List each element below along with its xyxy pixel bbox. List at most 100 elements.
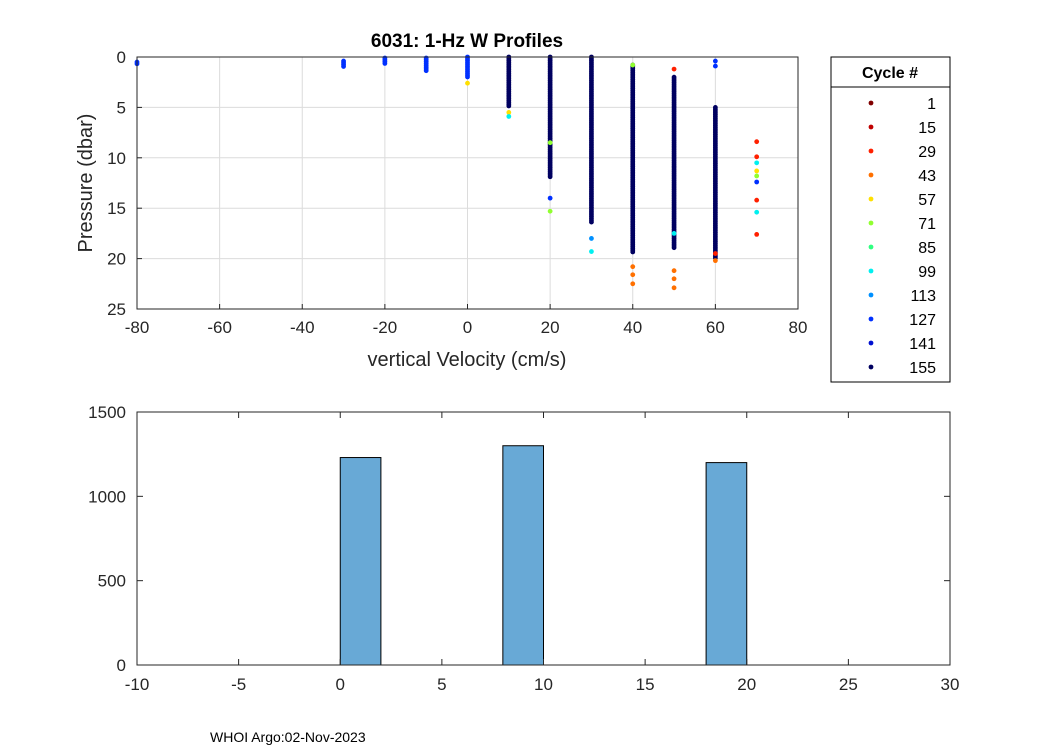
scatter-point — [712, 251, 718, 256]
scatter-x-axis-label: vertical Velocity (cm/s) — [368, 349, 567, 371]
scatter-point — [671, 231, 677, 236]
histogram-bar — [339, 457, 382, 666]
scatter-x-tick-label: 40 — [623, 318, 642, 337]
histogram-y-tick-label: 1500 — [88, 403, 126, 422]
scatter-point — [547, 195, 553, 201]
legend-marker — [868, 100, 874, 106]
scatter-point — [547, 208, 553, 214]
scatter-point — [630, 272, 636, 278]
scatter-point — [630, 264, 636, 270]
legend-entry-label: 57 — [918, 192, 936, 209]
histogram-ticks: -10 -5 0 5 10 15 20 25 30 0 500 1000 1500 — [88, 403, 959, 694]
histogram-x-tick-label: 10 — [534, 675, 553, 694]
scatter-point — [630, 62, 636, 68]
histogram-x-tick-label: -10 — [125, 675, 150, 694]
scatter-point — [506, 110, 512, 115]
legend-entry-label: 43 — [918, 168, 936, 185]
legend-marker — [868, 148, 874, 154]
scatter-point — [589, 249, 594, 254]
legend-marker — [868, 268, 874, 274]
scatter-y-tick-label: 20 — [107, 250, 126, 269]
legend-marker — [868, 220, 874, 226]
scatter-point — [382, 61, 388, 66]
legend-entry-label: 99 — [918, 264, 936, 281]
scatter-point — [630, 281, 636, 287]
footer-credit: WHOI Argo:02-Nov-2023 — [210, 729, 366, 745]
scatter-x-tick-label: 80 — [789, 318, 808, 337]
scatter-x-tick-label: -20 — [373, 318, 398, 337]
legend-marker — [868, 172, 874, 178]
scatter-point — [547, 140, 553, 146]
histogram-bar — [705, 462, 748, 666]
scatter-point — [754, 139, 760, 145]
scatter-y-tick-label: 25 — [107, 300, 126, 319]
histogram-x-tick-label: 30 — [941, 675, 960, 694]
histogram-x-tick-label: -5 — [231, 675, 246, 694]
legend-marker — [868, 364, 874, 370]
legend-entry-label: 113 — [910, 288, 936, 305]
scatter-y-tick-label: 10 — [107, 149, 126, 168]
legend-marker — [868, 316, 874, 322]
histogram-x-tick-label: 5 — [437, 675, 446, 694]
scatter-point — [630, 249, 636, 255]
scatter-point — [754, 197, 760, 203]
legend-marker — [868, 292, 874, 298]
scatter-title: 6031: 1-Hz W Profiles — [371, 31, 563, 52]
legend-marker — [868, 244, 874, 250]
histogram-chart: -10 -5 0 5 10 15 20 25 30 0 500 1000 1500 — [88, 403, 959, 694]
legend-entry-label: 29 — [918, 144, 936, 161]
scatter-point — [754, 160, 760, 166]
legend-entry-label: 141 — [909, 336, 936, 353]
legend: Cycle # 1 15 29 43 57 71 85 99 113 127 141 155 — [830, 56, 951, 383]
legend-entry-label: 85 — [918, 240, 936, 257]
scatter-point — [712, 63, 718, 69]
scatter-point — [547, 174, 553, 180]
scatter-point — [465, 80, 470, 86]
scatter-x-tick-label: 60 — [706, 318, 725, 337]
scatter-point — [589, 236, 594, 241]
legend-box — [830, 56, 951, 383]
scatter-point — [712, 258, 718, 264]
histogram-y-tick-label: 500 — [98, 572, 126, 591]
scatter-y-tick-label: 5 — [117, 98, 126, 117]
scatter-point — [506, 114, 512, 119]
scatter-point — [671, 285, 677, 291]
scatter-point — [589, 219, 594, 225]
scatter-point — [754, 168, 760, 174]
scatter-point — [754, 173, 760, 179]
scatter-point — [754, 232, 760, 237]
scatter-x-tick-label: -40 — [290, 318, 315, 337]
scatter-point — [465, 74, 470, 80]
scatter-x-tick-label: -80 — [125, 318, 150, 337]
legend-title: Cycle # — [862, 65, 918, 82]
scatter-point — [506, 103, 512, 109]
histogram-x-tick-label: 25 — [839, 675, 858, 694]
legend-entry-label: 155 — [909, 360, 936, 377]
legend-marker — [868, 124, 874, 130]
legend-marker — [868, 196, 874, 202]
legend-entry-label: 15 — [918, 120, 936, 137]
scatter-x-tick-label: -60 — [207, 318, 232, 337]
scatter-point — [754, 209, 760, 215]
scatter-point — [671, 276, 677, 282]
scatter-point — [671, 268, 677, 274]
histogram-y-tick-label: 0 — [117, 656, 126, 675]
scatter-points — [134, 54, 760, 291]
histogram-x-tick-label: 0 — [336, 675, 345, 694]
scatter-point — [712, 58, 718, 64]
scatter-point — [671, 66, 677, 72]
scatter-point — [754, 154, 760, 160]
scatter-x-tick-label: 20 — [541, 318, 560, 337]
scatter-y-axis-label: Pressure (dbar) — [75, 114, 97, 253]
scatter-point — [341, 64, 346, 69]
scatter-point — [754, 179, 760, 185]
scatter-x-tick-label: 0 — [463, 318, 472, 337]
legend-entry-label: 1 — [927, 96, 936, 113]
histogram-x-tick-label: 20 — [737, 675, 756, 694]
legend-entries: 1 15 29 43 57 71 85 99 113 127 141 155 — [868, 96, 936, 377]
scatter-point — [423, 68, 429, 74]
legend-entry-label: 127 — [909, 312, 936, 329]
scatter-point — [671, 245, 677, 251]
histogram-bar — [502, 445, 545, 666]
histogram-x-tick-label: 15 — [636, 675, 655, 694]
